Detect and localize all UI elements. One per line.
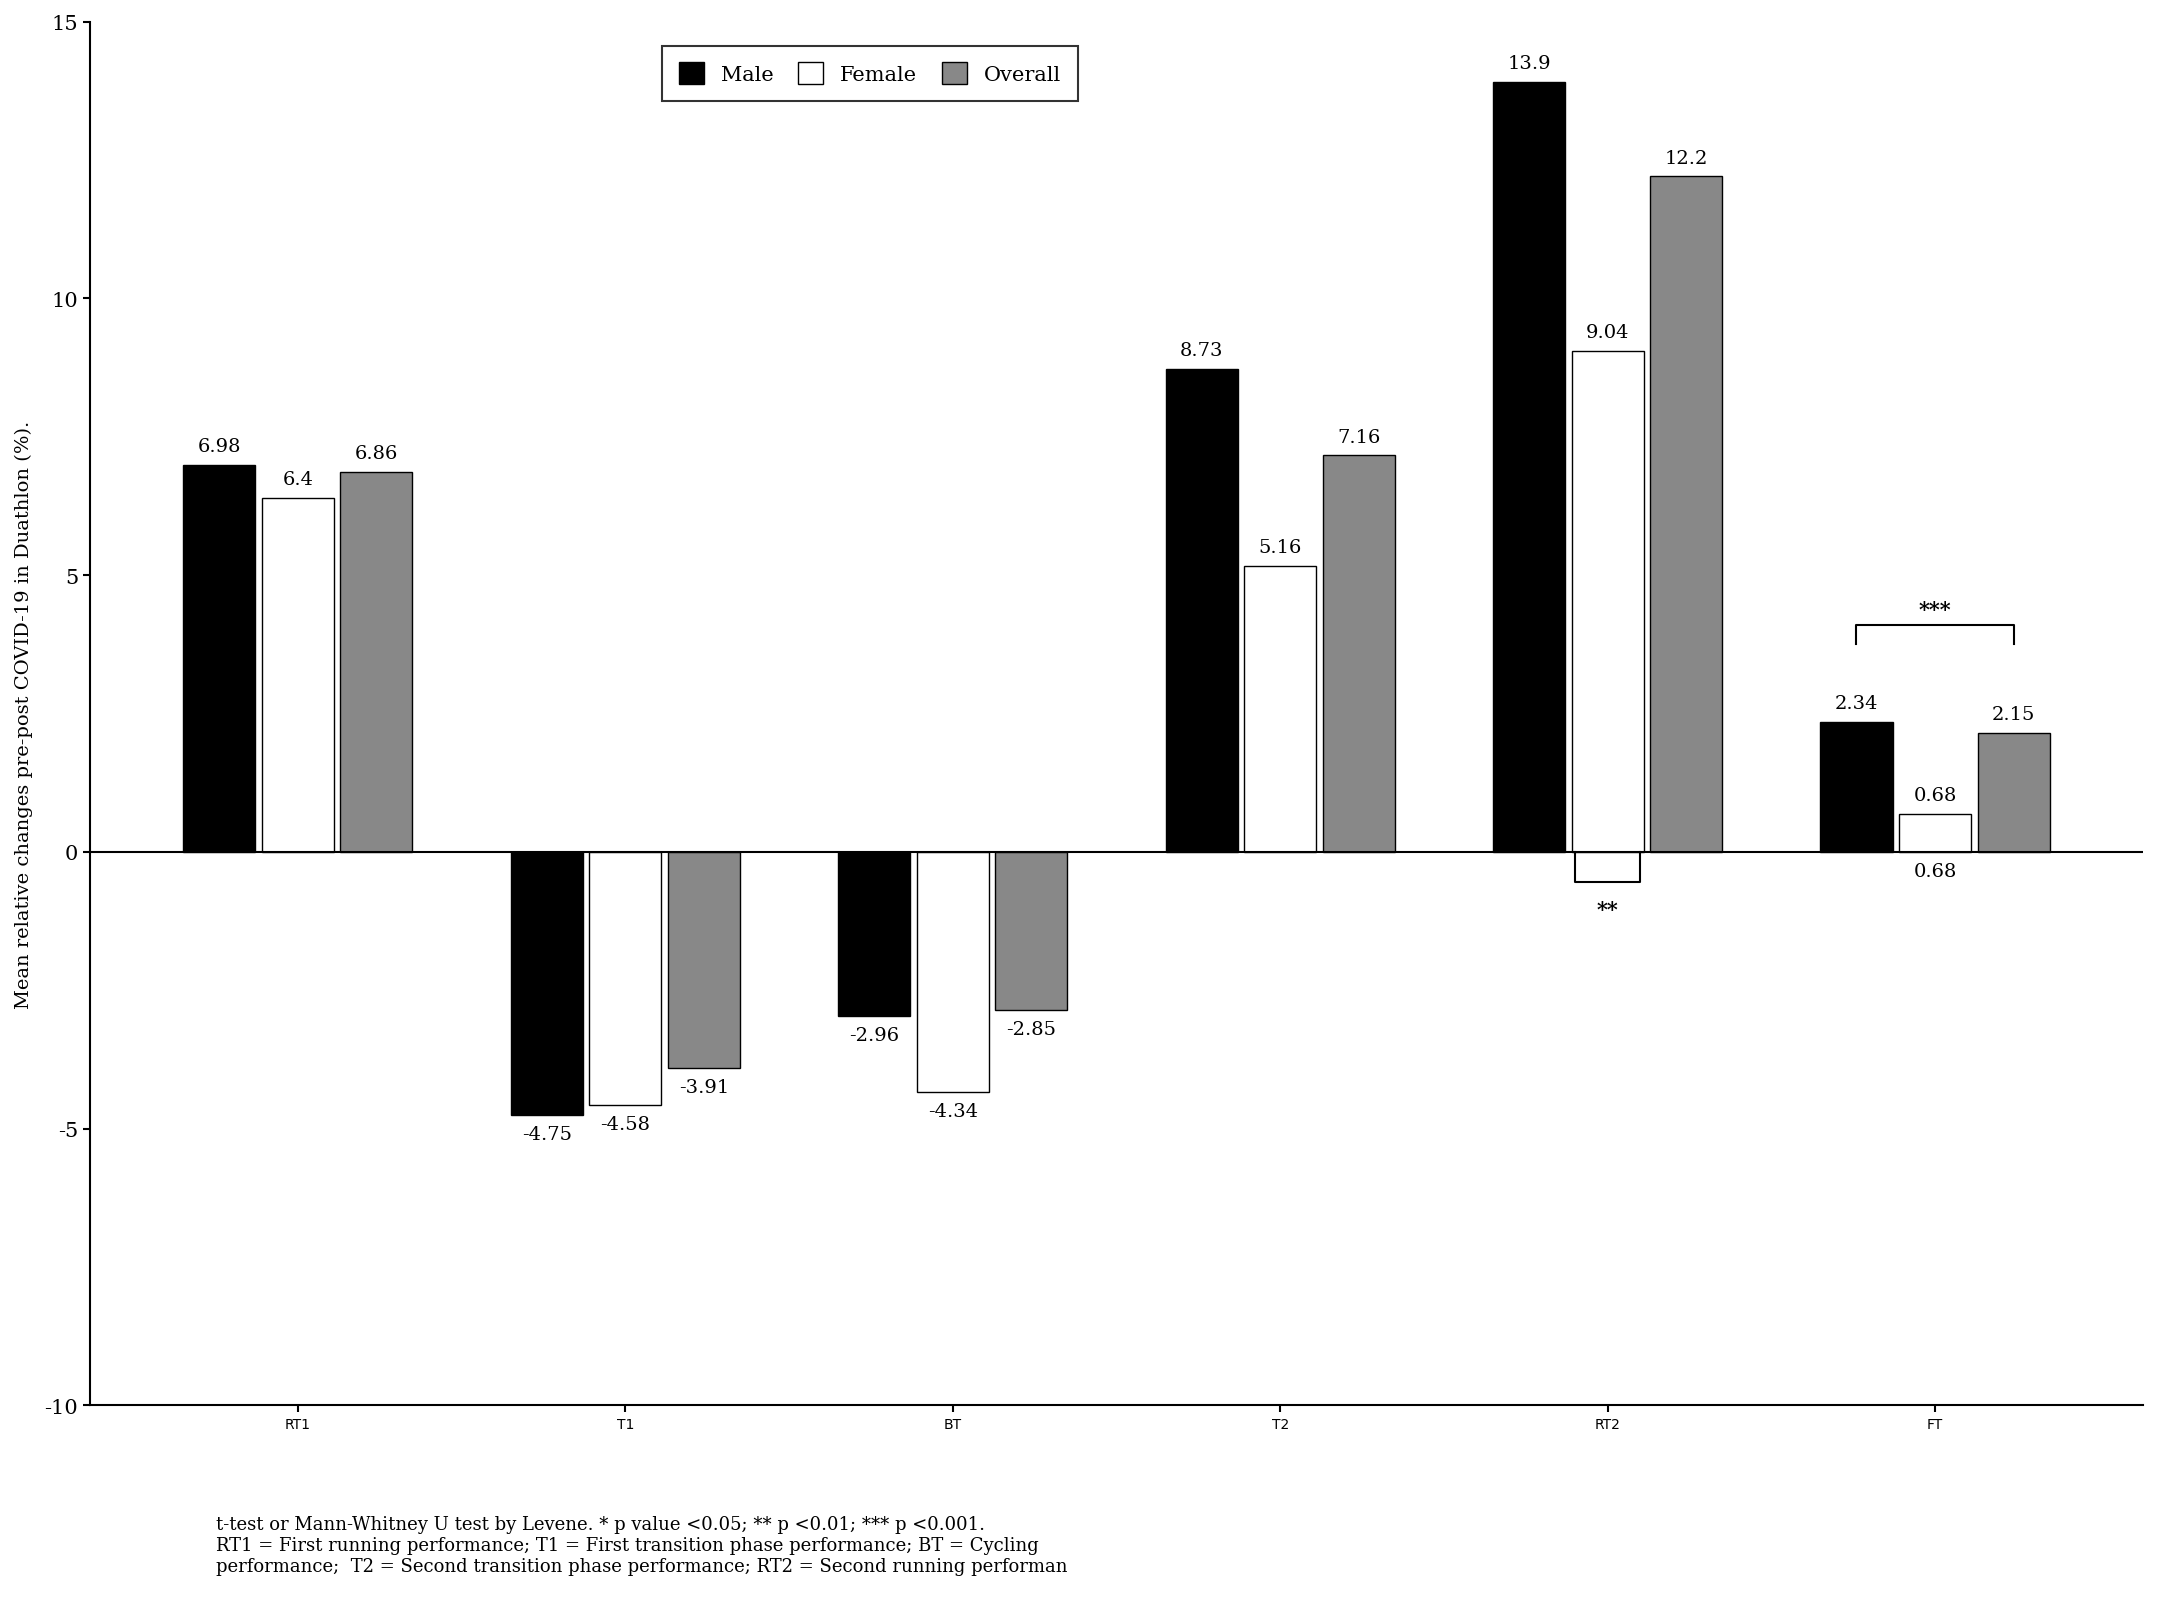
Text: 0.68: 0.68: [1914, 863, 1957, 881]
Bar: [261, 498, 334, 852]
Bar: [995, 852, 1068, 1009]
Text: -3.91: -3.91: [680, 1078, 729, 1096]
Text: -4.75: -4.75: [522, 1125, 572, 1143]
Bar: [1821, 723, 1893, 852]
Text: 8.73: 8.73: [1180, 341, 1224, 360]
Bar: [1165, 370, 1239, 852]
Bar: [1651, 177, 1722, 852]
Text: 6.86: 6.86: [354, 445, 397, 463]
Text: 6.98: 6.98: [199, 439, 242, 456]
Bar: [183, 466, 255, 852]
Y-axis label: Mean relative changes pre-post COVID-19 in Duathlon (%).: Mean relative changes pre-post COVID-19 …: [15, 419, 32, 1008]
Text: 7.16: 7.16: [1338, 427, 1381, 447]
Legend: Male, Female, Overall: Male, Female, Overall: [663, 47, 1077, 101]
Text: -4.58: -4.58: [600, 1115, 650, 1133]
Text: t-test or Mann-Whitney U test by Levene. * p value <0.05; ** p <0.01; *** p <0.0: t-test or Mann-Whitney U test by Levene.…: [216, 1515, 1068, 1575]
Text: **: **: [1597, 900, 1618, 919]
Bar: [1571, 352, 1644, 852]
Text: 0.68: 0.68: [1914, 787, 1957, 805]
Bar: [1493, 84, 1565, 852]
Text: 5.16: 5.16: [1258, 538, 1301, 558]
Text: 12.2: 12.2: [1664, 149, 1707, 167]
Bar: [1899, 815, 1970, 852]
Bar: [1323, 456, 1394, 852]
Text: -4.34: -4.34: [928, 1102, 978, 1120]
Bar: [1977, 733, 2050, 852]
Bar: [589, 852, 660, 1106]
Bar: [1245, 567, 1316, 852]
Bar: [917, 852, 988, 1093]
Text: 2.34: 2.34: [1834, 694, 1877, 714]
Bar: [667, 852, 740, 1069]
Text: -2.85: -2.85: [1006, 1020, 1055, 1038]
Bar: [511, 852, 583, 1115]
Bar: [837, 852, 911, 1016]
Text: -2.96: -2.96: [848, 1025, 900, 1045]
Text: ***: ***: [1918, 599, 1951, 620]
Text: 6.4: 6.4: [283, 471, 313, 489]
Text: 13.9: 13.9: [1506, 55, 1552, 74]
Bar: [341, 472, 412, 852]
Text: 9.04: 9.04: [1586, 325, 1629, 342]
Text: 2.15: 2.15: [1992, 705, 2035, 723]
